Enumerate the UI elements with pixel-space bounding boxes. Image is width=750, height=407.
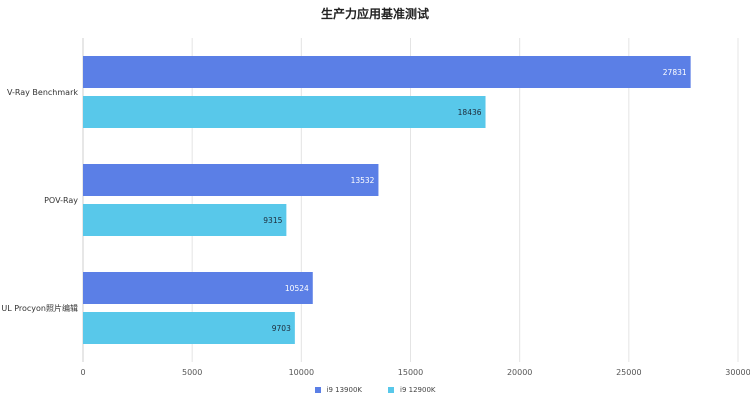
bar-1-1 bbox=[83, 204, 287, 236]
bar-0-1 bbox=[83, 96, 486, 128]
data-label-2-0: 10524 bbox=[285, 284, 309, 293]
category-label-0: V-Ray Benchmark bbox=[7, 88, 78, 97]
legend-swatch-series-2 bbox=[388, 387, 394, 393]
data-label-0-1: 18436 bbox=[458, 108, 482, 117]
data-label-0-0: 27831 bbox=[663, 68, 687, 77]
bar-0-0 bbox=[83, 56, 691, 88]
chart-title: 生产力应用基准测试 bbox=[320, 7, 429, 21]
x-tick-label-6: 30000 bbox=[725, 368, 750, 377]
legend-item-series-1[interactable]: i9 13900K bbox=[314, 386, 362, 394]
x-tick-label-5: 25000 bbox=[616, 368, 641, 377]
legend-label-series-2: i9 12900K bbox=[400, 386, 436, 394]
bar-2-0 bbox=[83, 272, 313, 304]
bar-1-0 bbox=[83, 164, 379, 196]
category-label-1: POV-Ray bbox=[44, 196, 78, 205]
category-label-2: UL Procyon照片编辑 bbox=[1, 303, 78, 313]
data-label-1-0: 13532 bbox=[351, 176, 375, 185]
bar-2-1 bbox=[83, 312, 295, 344]
data-label-2-1: 9703 bbox=[272, 324, 291, 333]
legend-label-series-1: i9 13900K bbox=[326, 386, 362, 394]
x-tick-label-4: 20000 bbox=[507, 368, 532, 377]
x-tick-label-3: 15000 bbox=[398, 368, 423, 377]
legend-item-series-2[interactable]: i9 12900K bbox=[388, 386, 435, 394]
data-label-1-1: 9315 bbox=[263, 216, 282, 225]
x-tick-label-1: 5000 bbox=[182, 368, 202, 377]
legend: i9 13900K i9 12900K bbox=[0, 386, 750, 394]
x-tick-label-0: 0 bbox=[80, 368, 85, 377]
legend-swatch-series-1 bbox=[314, 387, 321, 393]
bar-plot: 0 5000 10000 15000 20000 25000 30000 V-Ray Benc… bbox=[1, 38, 750, 377]
x-tick-label-2: 10000 bbox=[289, 368, 314, 377]
